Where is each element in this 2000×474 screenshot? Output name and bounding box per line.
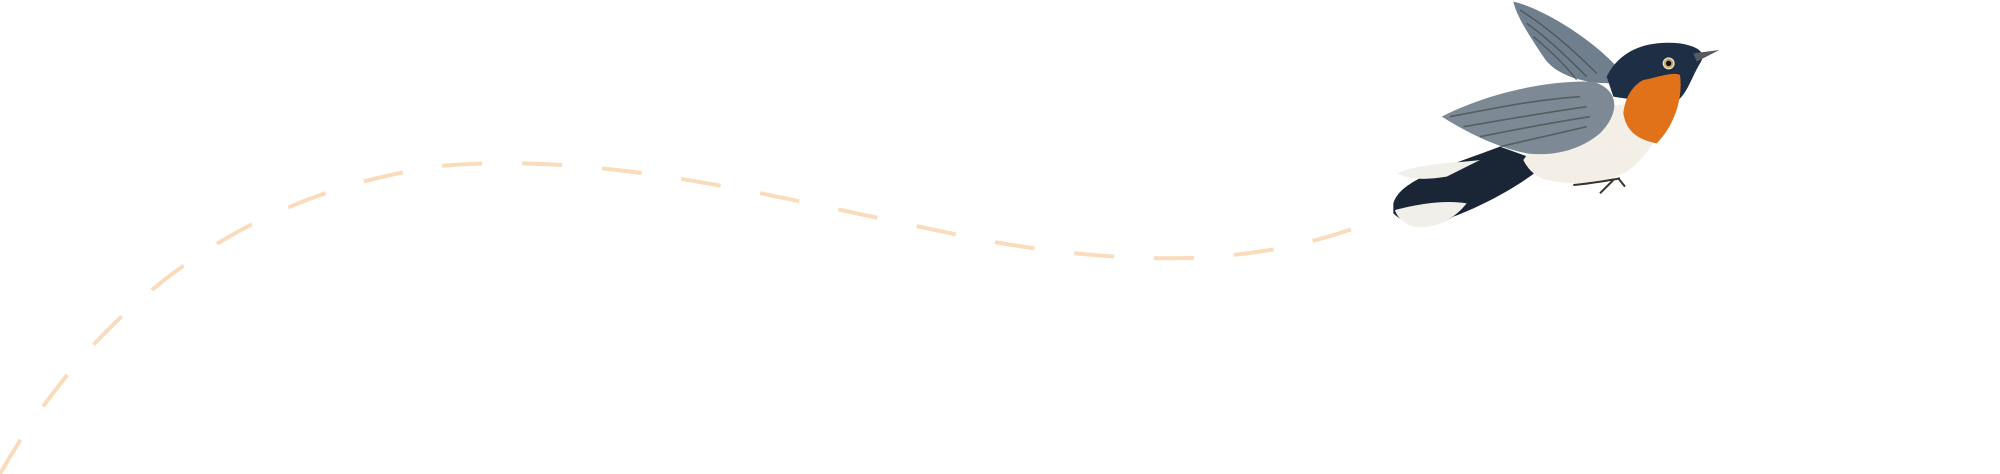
bird-beak — [1693, 50, 1720, 62]
bird-throat — [1623, 73, 1681, 144]
bird-illustration — [1393, 1, 1720, 228]
bird-upper-wing — [1513, 1, 1620, 84]
bird-body — [1523, 104, 1658, 184]
flight-path-line — [0, 161, 1359, 474]
bird-foot — [1573, 177, 1626, 195]
